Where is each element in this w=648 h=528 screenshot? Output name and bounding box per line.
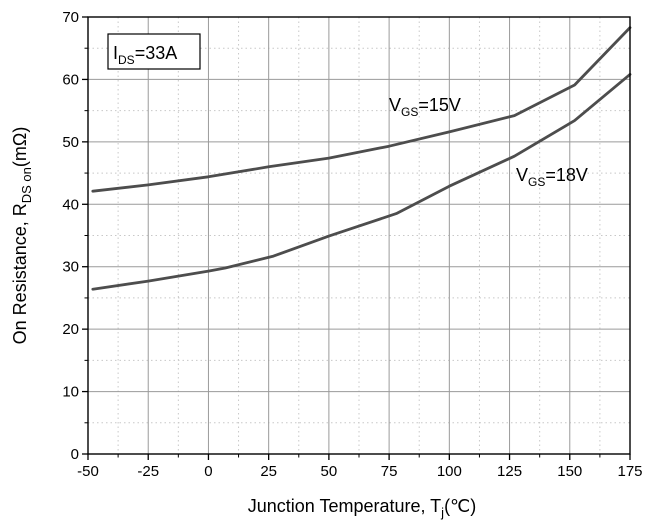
legend-box [107,33,201,70]
y-tick-label: 30 [62,259,79,276]
series-line-vgs15 [91,26,632,193]
x-axis-title: Junction Temperature, Tj(℃) [248,496,477,520]
series-label-vgs15-main: V [389,95,401,115]
x-tick-label: 0 [204,463,212,480]
x-axis-title-main: Junction Temperature, T [248,496,441,516]
y-tick-label: 0 [71,446,79,463]
legend-tail: =33A [135,43,178,63]
series-label-vgs18-main: V [516,165,528,185]
x-tick-label: 125 [497,463,522,480]
x-tick-label: 150 [557,463,582,480]
legend-main: I [113,43,118,63]
legend-text: IDS=33A [113,43,177,67]
series-label-vgs15-tail: =15V [418,95,461,115]
series-label-vgs18-sub: GS [528,175,545,189]
y-tick-label: 70 [62,9,79,26]
x-tick-label: 50 [321,463,338,480]
x-tick-label: 100 [437,463,462,480]
series-label-vgs15-sub: GS [401,105,418,119]
y-tick-label: 60 [62,71,79,88]
y-axis-title-tail: (mΩ) [10,127,30,167]
x-tick-label: 25 [260,463,277,480]
x-axis-title-tail: (℃) [444,496,476,516]
legend-sub: DS [118,53,135,67]
y-tick-label: 40 [62,196,79,213]
y-tick-label: 20 [62,321,79,338]
series-layer [91,26,632,291]
series-label-vgs18: VGS=18V [516,165,588,189]
major-gridlines [88,17,630,454]
x-tick-label: 175 [617,463,642,480]
x-tick-label: -25 [137,463,159,480]
y-tick-label: 50 [62,134,79,151]
y-axis-title-main: On Resistance, R [10,203,30,344]
x-tick-labels: -50 -25 0 25 50 75 100 125 150 175 [77,463,642,480]
series-label-vgs18-tail: =18V [545,165,588,185]
y-axis-title: On Resistance, RDS on(mΩ) [10,127,34,345]
y-tick-labels: 0 10 20 30 40 50 60 70 [62,9,79,463]
series-label-vgs15: VGS=15V [389,95,461,119]
y-tick-label: 10 [62,384,79,401]
axis-ticks [82,16,631,460]
x-tick-label: -50 [77,463,99,480]
x-tick-label: 75 [381,463,398,480]
x-axis-title-sub: j [440,505,444,520]
series-line-vgs18 [91,73,632,291]
y-axis-title-sub: DS on [19,167,34,203]
